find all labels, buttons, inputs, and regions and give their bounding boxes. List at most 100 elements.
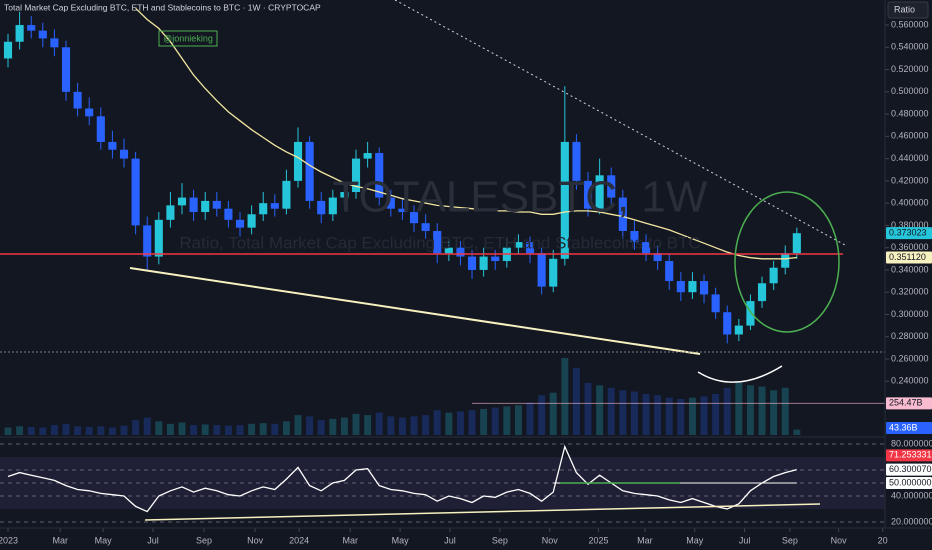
candle-body (699, 281, 709, 295)
volume-bar (16, 426, 24, 435)
y-tick-label: 0.260000 (891, 353, 929, 363)
volume-bar (120, 425, 128, 435)
volume-bar (480, 408, 488, 435)
author-box (158, 30, 218, 47)
rsi-tick-label: 20.000000 (891, 516, 932, 526)
candle-body (479, 256, 488, 270)
volume-bar (654, 395, 662, 435)
volume-bar (688, 397, 696, 435)
volume-bar (746, 385, 754, 435)
price-box-label: 60.300070 (889, 464, 932, 474)
volume-bar (538, 395, 546, 435)
volume-bar (375, 412, 383, 435)
axis-label[interactable]: Ratio (894, 4, 915, 14)
x-tick-label: Jul (739, 535, 751, 545)
volume-bar (398, 417, 406, 435)
volume-bar (62, 423, 70, 435)
y-tick-label: 0.540000 (891, 42, 929, 52)
candle-body (305, 141, 314, 201)
y-tick-label: 0.560000 (891, 19, 929, 29)
candle-body (630, 230, 639, 243)
volume-bar (201, 424, 209, 435)
y-tick-label: 0.300000 (891, 309, 929, 319)
volume-bar (236, 425, 244, 435)
candle-body (61, 47, 71, 92)
volume-bar (572, 367, 580, 435)
y-tick-label: 0.460000 (891, 131, 929, 141)
candle-body (572, 141, 581, 181)
x-tick-label: Mar (637, 535, 653, 545)
plot: 0.240000 0.260000 0.280000 0.300000 0.320000… (0, 7, 932, 545)
candle-body (85, 108, 94, 117)
volume-bar (630, 391, 638, 435)
y-tick-label: 0.340000 (891, 264, 929, 274)
volume-bar (132, 420, 140, 435)
watermark-subtitle: Ratio, Total Market Cap Excluding BTC, E… (179, 233, 700, 252)
candle-body (270, 203, 279, 209)
volume-bar (178, 422, 186, 435)
y-tick-label: 0.280000 (891, 331, 929, 341)
chart-title: Total Market Cap Excluding BTC, ETH and … (4, 2, 321, 12)
volume-bar (166, 423, 174, 435)
volume-bar (433, 410, 441, 435)
x-tick-label: May (95, 535, 113, 545)
price-box-label: 0.373023 (889, 228, 927, 238)
candle-body (235, 219, 245, 228)
volume-bar (619, 390, 627, 435)
candle-body (525, 242, 535, 254)
x-tick-label: Jul (444, 535, 456, 545)
volume-bar (700, 396, 708, 435)
candle-body (653, 253, 662, 262)
highlight-circle (734, 191, 840, 333)
price-box (886, 449, 932, 462)
candle-body (154, 219, 163, 257)
candle-body (189, 197, 198, 213)
candle-body (514, 242, 523, 248)
candle-body (212, 200, 221, 209)
volume-bar (294, 415, 302, 435)
x-tick-label: Nov (831, 535, 848, 545)
scale-button[interactable] (887, 1, 929, 19)
candle-body (201, 200, 210, 213)
candle-body (224, 208, 233, 220)
volume-bar (758, 386, 766, 435)
candle-body (177, 197, 187, 206)
y-tick-label: 0.480000 (891, 108, 929, 118)
y-tick-label: 0.400000 (891, 198, 929, 208)
volume-bar (248, 423, 256, 435)
candle-body (166, 205, 175, 220)
candle-body (317, 200, 326, 215)
volume-bar (549, 392, 557, 435)
volume-bar (306, 416, 314, 435)
price-box-label: 0.351120 (889, 252, 926, 262)
volume-bar (456, 411, 464, 435)
x-tick-label: 2023 (0, 535, 18, 545)
support-trendline (129, 267, 701, 355)
volume-bar (108, 427, 116, 435)
volume-bar (422, 415, 430, 435)
price-box-label: 50.000000 (889, 477, 932, 487)
x-tick-label: Sep (492, 535, 508, 545)
price-box (886, 463, 932, 476)
volume-bar (352, 413, 360, 435)
candle-body (757, 283, 767, 302)
volume-bar (607, 387, 615, 435)
rsi-line (7, 444, 797, 513)
price-box (886, 477, 932, 489)
volume-bar (74, 426, 82, 435)
rsi-tick-label: 40.000000 (891, 490, 932, 500)
candle-body (340, 192, 349, 198)
volume-bar (271, 423, 279, 435)
volume-bar (85, 426, 93, 435)
candle-body (15, 25, 24, 42)
volume-bar (97, 426, 105, 435)
candle-body (781, 253, 790, 268)
rsi-tick-label: 80.000000 (891, 438, 932, 448)
y-tick-label: 0.440000 (891, 153, 929, 163)
candle-body (676, 281, 685, 293)
candle-body (491, 256, 500, 262)
y-tick-label: 0.520000 (891, 64, 929, 74)
candle-body (641, 242, 651, 254)
x-tick-label: Nov (247, 535, 264, 545)
y-tick-label: 0.500000 (891, 86, 929, 96)
